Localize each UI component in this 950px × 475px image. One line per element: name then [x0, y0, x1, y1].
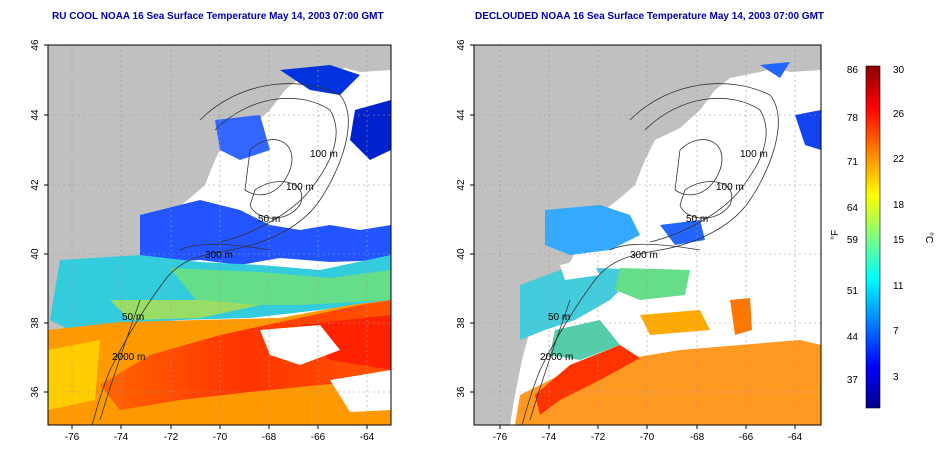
y-tick-label: 46 — [456, 39, 467, 51]
land-mass — [474, 45, 821, 425]
y-tick-label: 38 — [456, 317, 467, 329]
fahrenheit-tick-label: 71 — [847, 157, 859, 168]
celsius-label: °C — [923, 232, 934, 243]
contour-label: 300 m — [630, 250, 658, 261]
fahrenheit-tick-label: 64 — [847, 203, 859, 214]
x-tick-label: -68 — [690, 432, 705, 443]
x-tick-label: -72 — [591, 432, 606, 443]
contour-label: 50 m — [258, 214, 280, 225]
x-tick-label: -74 — [114, 432, 129, 443]
x-tick-label: -72 — [164, 432, 179, 443]
fahrenheit-tick-label: 44 — [847, 332, 859, 343]
contour-label: 100 m — [716, 182, 744, 193]
y-tick-label: 40 — [456, 248, 467, 260]
x-tick-label: -74 — [542, 432, 557, 443]
celsius-tick-label: 26 — [893, 109, 905, 120]
contour-label: 100 m — [286, 182, 314, 193]
y-tick-label: 44 — [456, 109, 467, 121]
celsius-tick-label: 18 — [893, 200, 905, 211]
contour-label: 50 m — [548, 312, 570, 323]
land-mass — [48, 45, 391, 425]
contour-label: 2000 m — [112, 352, 145, 363]
mid-water — [520, 268, 640, 340]
fahrenheit-tick-label: 78 — [847, 113, 859, 124]
left-sst-map — [48, 45, 391, 425]
contour-label: 300 m — [205, 250, 233, 261]
contour-label: 50 m — [122, 312, 144, 323]
y-tick-label: 38 — [30, 317, 41, 329]
contour-label: 100 m — [310, 149, 338, 160]
celsius-tick-label: 3 — [893, 372, 899, 383]
x-tick-label: -64 — [788, 432, 803, 443]
contour-label: 2000 m — [540, 352, 573, 363]
y-tick-label: 42 — [30, 179, 41, 191]
left-panel-title: RU COOL NOAA 16 Sea Surface Temperature … — [52, 11, 384, 22]
celsius-tick-label: 7 — [893, 326, 899, 337]
axis-layer: -76 -74 -72 -70 -68 -66 -64 46 44 42 40 38 36 -76 -74 -… — [30, 39, 803, 443]
right-sst-map — [474, 45, 821, 425]
y-tick-label: 40 — [30, 248, 41, 260]
celsius-tick-label: 15 — [893, 235, 905, 246]
y-tick-label: 36 — [456, 386, 467, 398]
fahrenheit-tick-label: 86 — [847, 65, 859, 76]
fahrenheit-tick-label: 59 — [847, 235, 859, 246]
contour-label: 100 m — [740, 149, 768, 160]
y-tick-label: 46 — [30, 39, 41, 51]
cold-water — [140, 200, 391, 265]
colorbar-ticks: 86 78 71 64 59 51 44 37 30 26 22 18 15 11 7 3 — [847, 65, 905, 386]
x-tick-label: -66 — [311, 432, 326, 443]
x-tick-label: -70 — [213, 432, 228, 443]
celsius-tick-label: 30 — [893, 65, 905, 76]
right-panel-title: DECLOUDED NOAA 16 Sea Surface Temperatur… — [475, 11, 825, 22]
warm-water — [515, 340, 821, 425]
x-tick-label: -68 — [262, 432, 277, 443]
y-tick-label: 44 — [30, 109, 41, 121]
colorbar — [865, 65, 881, 409]
fahrenheit-label: °F — [830, 230, 841, 240]
y-tick-label: 36 — [30, 386, 41, 398]
y-tick-label: 42 — [456, 179, 467, 191]
x-tick-label: -64 — [360, 432, 375, 443]
x-tick-label: -76 — [493, 432, 508, 443]
cold-water — [545, 205, 640, 255]
contour-label: 50 m — [686, 214, 708, 225]
celsius-tick-label: 22 — [893, 154, 905, 165]
fahrenheit-tick-label: 51 — [847, 286, 859, 297]
x-tick-label: -66 — [739, 432, 754, 443]
x-tick-label: -76 — [65, 432, 80, 443]
fahrenheit-tick-label: 37 — [847, 375, 859, 386]
x-tick-label: -70 — [640, 432, 655, 443]
celsius-tick-label: 11 — [893, 281, 904, 292]
